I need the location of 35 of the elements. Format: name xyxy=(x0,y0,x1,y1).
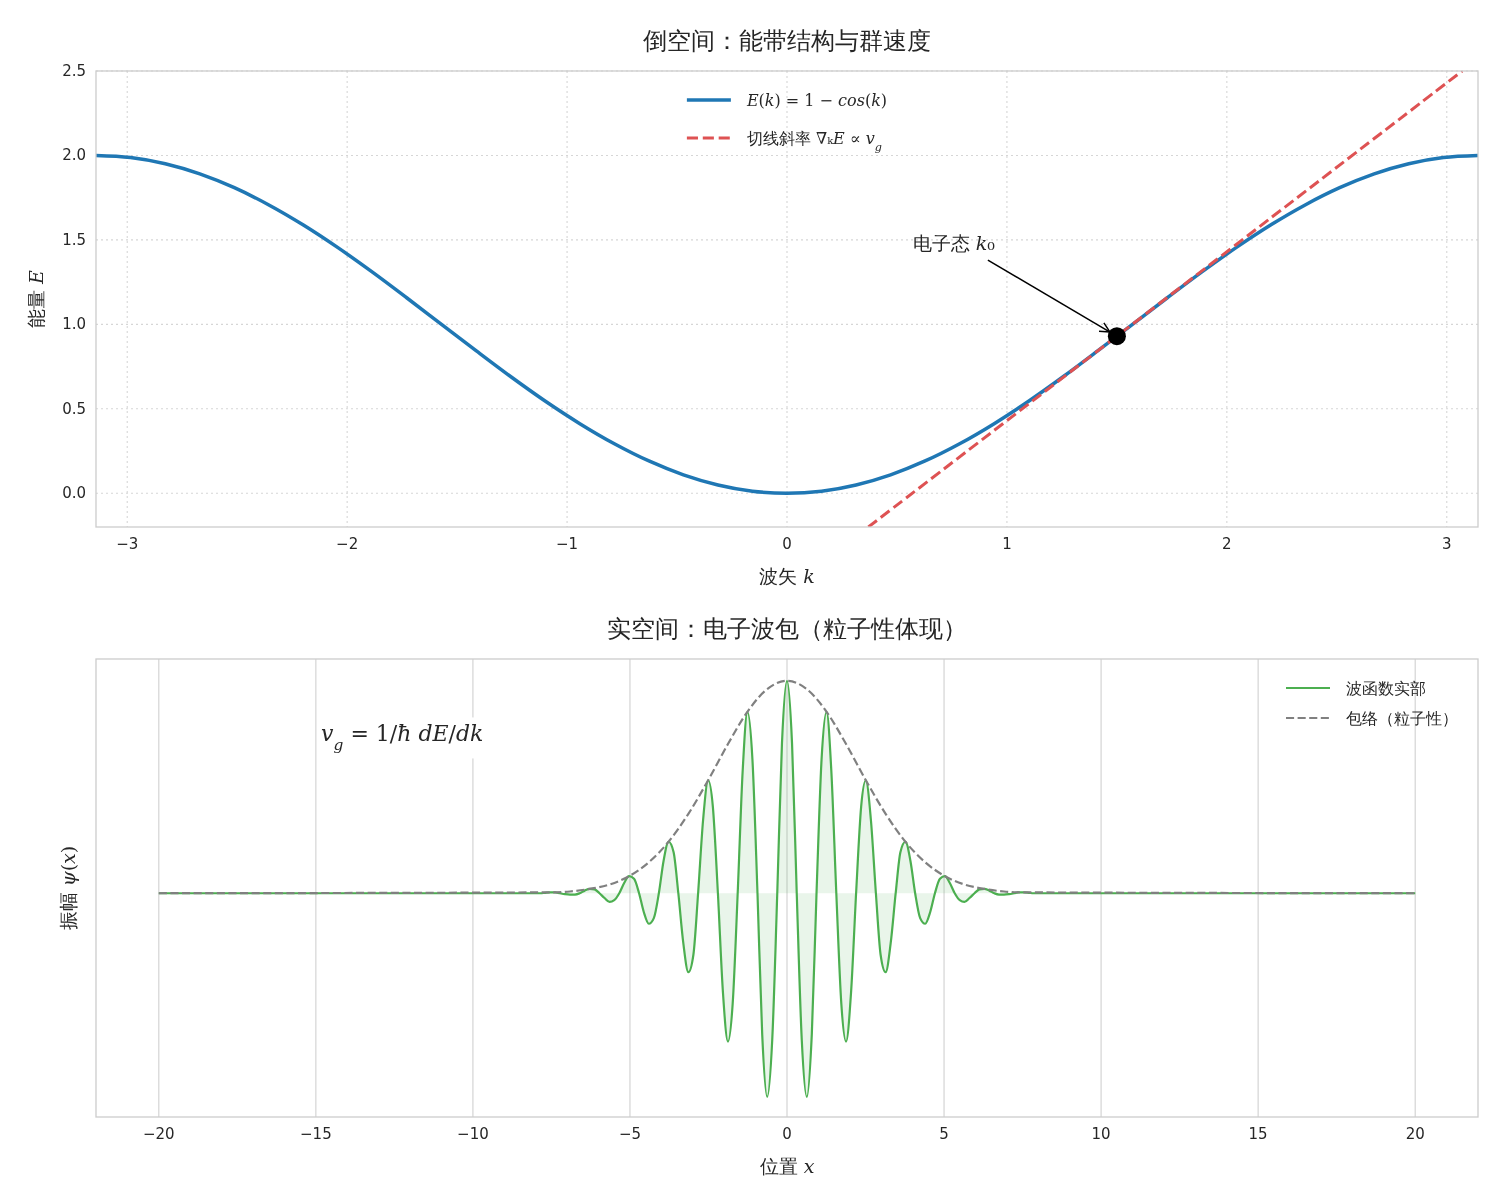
y-tick-label: 0.0 xyxy=(62,484,86,503)
chart-title: 实空间：电子波包（粒子性体现） xyxy=(607,615,967,643)
x-tick-label: 10 xyxy=(1091,1125,1111,1143)
annotation: 电子态 k₀ xyxy=(912,232,996,255)
legend-label: 切线斜率 ∇ₖE ∝ v$_{g}$ xyxy=(746,129,882,154)
x-tick-label: −20 xyxy=(142,1125,175,1143)
x-tick-label: −1 xyxy=(556,535,579,553)
legend-label: E(k) = 1 − cos(k) xyxy=(745,91,888,110)
y-tick-label: 0.5 xyxy=(62,399,86,418)
annotation: v$_{g}$ = 1/ħ dE/dk xyxy=(321,721,484,755)
y-tick-label: 2.0 xyxy=(62,146,86,165)
x-tick-label: −10 xyxy=(457,1125,489,1143)
x-axis-title: 波矢 k xyxy=(759,565,815,587)
x-tick-label: 2 xyxy=(1222,535,1232,553)
line-series xyxy=(96,153,1478,495)
x-axis-title: 位置 x xyxy=(759,1155,815,1177)
x-tick-label: 5 xyxy=(939,1125,949,1143)
chart-title: 倒空间：能带结构与群速度 xyxy=(643,27,931,55)
x-tick-label: −2 xyxy=(336,535,359,553)
x-tick-label: 0 xyxy=(782,535,792,553)
x-tick-label: −3 xyxy=(116,535,139,553)
x-tick-label: 3 xyxy=(1442,535,1452,553)
y-tick-label: 1.5 xyxy=(62,230,86,249)
y-tick-label: 2.5 xyxy=(62,62,86,80)
x-tick-label: 15 xyxy=(1248,1125,1268,1143)
x-tick-label: −5 xyxy=(618,1125,642,1143)
x-tick-label: −15 xyxy=(300,1125,332,1143)
y-axis-title: 能量 E xyxy=(25,269,47,328)
legend-label: 波函数实部 xyxy=(1346,679,1426,698)
x-tick-label: 20 xyxy=(1405,1125,1425,1143)
y-axis-title: 振幅 ψ(x) xyxy=(57,845,79,931)
x-tick-label: 0 xyxy=(782,1125,792,1143)
x-tick-label: 1 xyxy=(1002,535,1012,553)
y-tick-label: 1.0 xyxy=(62,315,86,334)
legend-label: 包络（粒子性） xyxy=(1346,709,1458,728)
